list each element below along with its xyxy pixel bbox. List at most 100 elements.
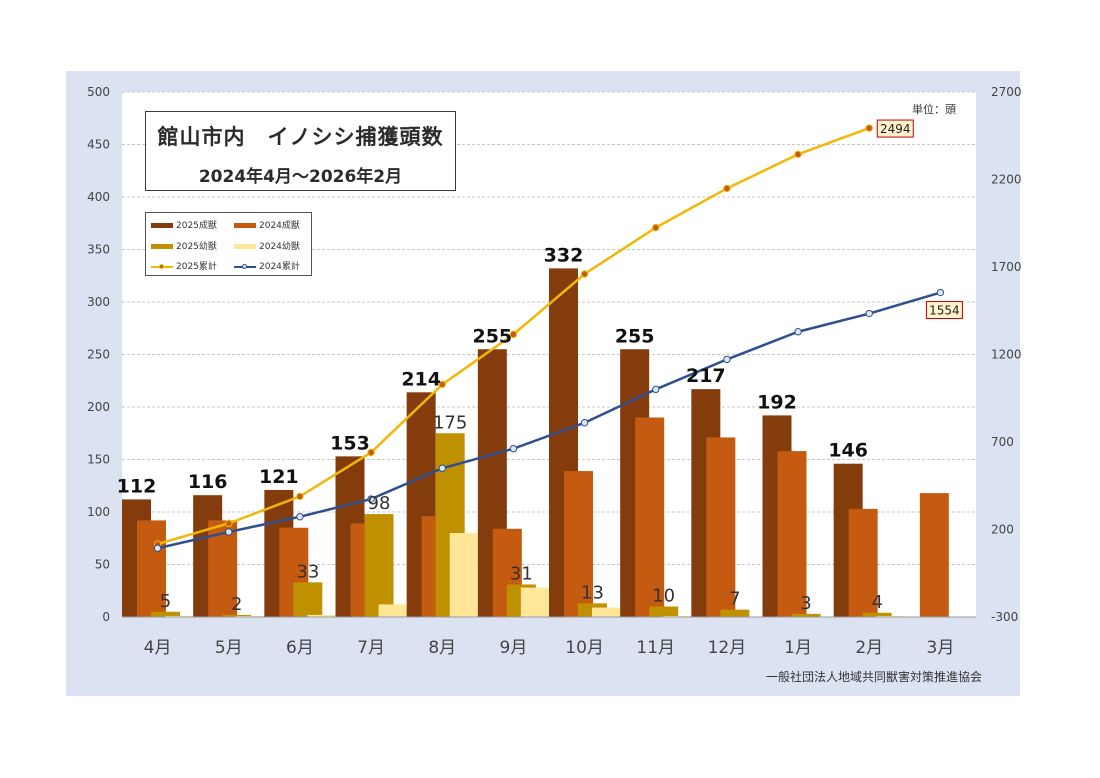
y-tick-left-10: 500 — [87, 85, 110, 99]
bar-juv-2024-10 — [876, 615, 905, 617]
y-tick-right-2: 700 — [991, 435, 1014, 449]
x-tick-3: 7月 — [357, 638, 385, 658]
bar-juv-2024-2 — [307, 614, 336, 617]
label-juv-2025-4: 175 — [433, 412, 467, 433]
label-adult-2025-7: 255 — [615, 325, 655, 347]
bar-adult-2024-0 — [137, 520, 166, 617]
point-cum-2024-2 — [296, 513, 304, 521]
bar-adult-2024-9 — [777, 451, 807, 617]
bar-juv-2024-3 — [378, 604, 407, 617]
legend-label-juv-2024: 2024幼獣 — [259, 242, 300, 252]
legend-line-cum-2025 — [151, 262, 173, 272]
y-tick-left-4: 200 — [87, 400, 110, 414]
label-juv-2025-6: 13 — [581, 582, 604, 603]
bar-juv-2025-3 — [364, 514, 394, 617]
bar-adult-2024-7 — [635, 417, 665, 617]
bar-juv-2024-6 — [592, 607, 620, 617]
x-tick-1: 5月 — [215, 638, 243, 658]
point-cum-2025-9 — [794, 150, 802, 159]
point-cum-2025-4 — [438, 380, 446, 389]
bar-juv-2024-1 — [236, 615, 265, 617]
y-tick-right-1: 200 — [991, 523, 1014, 537]
label-adult-2025-1: 116 — [188, 471, 228, 493]
bar-juv-2024-5 — [520, 587, 549, 617]
legend-item-adult-2024: 2024成獣 — [234, 218, 300, 231]
legend-label-cum-2024: 2024累計 — [259, 262, 300, 272]
callout-box-cum-2025 — [876, 119, 914, 138]
point-cum-2025-3 — [367, 448, 375, 457]
label-adult-2025-6: 332 — [544, 244, 584, 266]
label-juv-2025-7: 10 — [652, 586, 675, 607]
legend-swatch-adult-2024 — [234, 223, 256, 228]
y-tick-right-3: 1200 — [991, 348, 1022, 362]
label-adult-2025-4: 214 — [401, 368, 441, 390]
y-tick-right-5: 2200 — [991, 173, 1022, 187]
y-tick-left-9: 450 — [87, 138, 110, 152]
label-juv-2025-3: 98 — [368, 493, 391, 514]
bar-juv-2025-8 — [720, 609, 750, 617]
y-tick-left-2: 100 — [87, 505, 110, 519]
chart-title-box: 館山市内 イノシシ捕獲頭数 2024年4月～2026年2月 — [145, 111, 456, 191]
legend-item-juv-2024: 2024幼獣 — [234, 239, 300, 252]
callout-cum-2025: 2494 — [880, 122, 911, 136]
x-tick-5: 9月 — [500, 638, 528, 658]
point-cum-2024-8 — [723, 355, 731, 364]
callout-box-cum-2024 — [925, 301, 963, 320]
point-cum-2024-7 — [652, 385, 660, 394]
point-cum-2025-10 — [865, 124, 873, 132]
point-cum-2024-9 — [794, 328, 802, 336]
chart-title: 館山市内 イノシシ捕獲頭数 — [157, 125, 444, 149]
point-cum-2024-10 — [865, 309, 873, 318]
label-juv-2025-2: 33 — [296, 561, 319, 582]
x-tick-7: 11月 — [636, 638, 675, 658]
chart-subtitle: 2024年4月～2026年2月 — [198, 167, 403, 187]
label-adult-2025-5: 255 — [472, 325, 512, 347]
bar-adult-2024-6 — [564, 471, 593, 617]
label-juv-2025-10: 4 — [871, 592, 882, 613]
legend-line-cum-2024 — [234, 262, 256, 272]
bar-adult-2024-10 — [848, 508, 878, 617]
label-adult-2025-3: 153 — [330, 432, 370, 454]
label-adult-2025-2: 121 — [259, 466, 299, 488]
bar-juv-2025-7 — [649, 606, 679, 617]
legend-item-adult-2025: 2025成獣 — [151, 218, 217, 231]
y-tick-left-0: 0 — [102, 610, 110, 624]
label-adult-2025-0: 112 — [117, 475, 157, 497]
bar-adult-2024-8 — [706, 437, 736, 617]
y-tick-left-1: 50 — [95, 558, 110, 572]
line-cum-2024 — [157, 291, 941, 550]
label-adult-2025-9: 192 — [757, 391, 797, 413]
bar-juv-2025-2 — [293, 582, 323, 617]
y-tick-left-3: 150 — [87, 453, 110, 467]
point-cum-2025-5 — [509, 330, 518, 339]
y-axis-left: 0 50 100 150 200 250 300 350 400 450 500 — [87, 85, 110, 624]
point-cum-2024-11 — [936, 288, 945, 297]
label-juv-2025-5: 31 — [510, 563, 533, 584]
point-cum-2025-2 — [296, 492, 304, 501]
label-juv-2025-9: 3 — [800, 593, 811, 614]
x-tick-4: 8月 — [428, 638, 456, 658]
point-cum-2025-7 — [652, 223, 660, 232]
label-adult-2025-8: 217 — [686, 365, 726, 387]
point-cum-2024-3 — [367, 495, 375, 503]
legend-label-cum-2025: 2025累計 — [176, 262, 217, 272]
y-tick-right-4: 1700 — [991, 260, 1022, 274]
legend: 2025成獣 2024成獣 2025幼獣 2024幼獣 2025累計 2024累… — [145, 212, 312, 276]
x-tick-11: 3月 — [927, 638, 955, 658]
bar-adult-2024-11 — [919, 493, 949, 617]
bar-juv-2024-7 — [663, 615, 692, 617]
x-tick-6: 10月 — [565, 638, 604, 658]
point-cum-2025-6 — [580, 270, 589, 278]
bar-juv-2025-0 — [151, 611, 180, 617]
legend-label-adult-2025: 2025成獣 — [176, 221, 217, 231]
cumulative-lines — [153, 124, 945, 552]
point-cum-2024-0 — [153, 544, 162, 552]
y-tick-left-8: 400 — [87, 190, 110, 204]
label-juv-2025-0: 5 — [160, 591, 171, 612]
y-tick-right-6: 2700 — [991, 85, 1022, 99]
legend-swatch-juv-2025 — [151, 244, 173, 249]
y-tick-left-6: 300 — [87, 295, 110, 309]
point-cum-2024-5 — [509, 444, 518, 453]
point-cum-2025-8 — [723, 184, 731, 193]
